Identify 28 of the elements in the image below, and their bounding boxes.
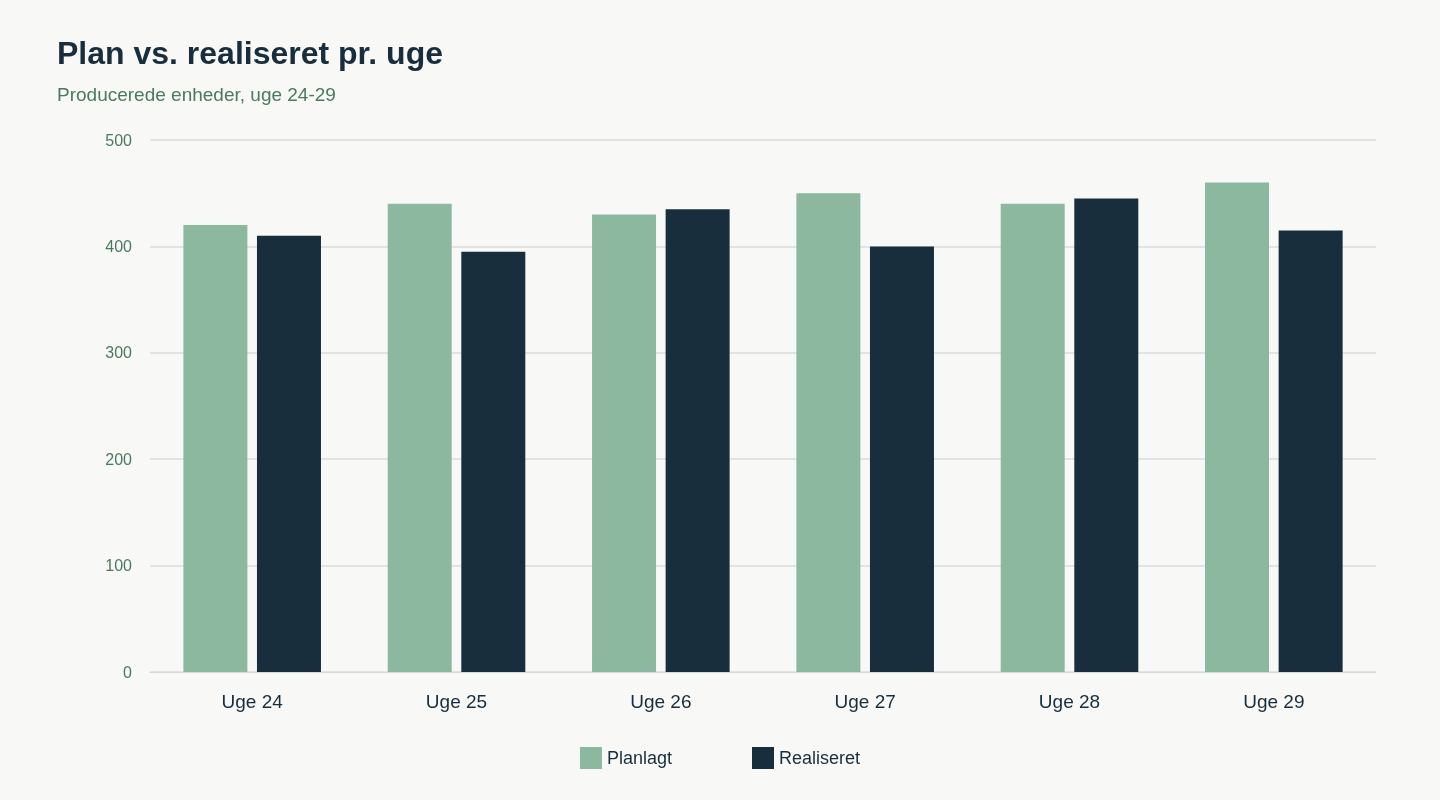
chart-subtitle: Producerede enheder, uge 24-29 bbox=[57, 84, 336, 105]
y-tick-label: 300 bbox=[105, 344, 133, 362]
bar bbox=[256, 235, 321, 672]
legend-label: Realiseret bbox=[779, 748, 861, 768]
bar bbox=[461, 251, 526, 672]
bar bbox=[796, 193, 861, 672]
y-tick-label: 400 bbox=[105, 237, 133, 255]
chart-title: Plan vs. realiseret pr. uge bbox=[57, 35, 443, 71]
legend-label: Planlagt bbox=[606, 748, 673, 768]
bar bbox=[183, 225, 248, 672]
y-tick-label: 500 bbox=[105, 131, 133, 149]
bar bbox=[1000, 203, 1065, 672]
bar bbox=[1278, 230, 1343, 672]
bar bbox=[1205, 182, 1270, 672]
x-tick-label: Uge 27 bbox=[834, 691, 896, 712]
y-tick-label: 0 bbox=[123, 663, 133, 681]
y-tick-label: 200 bbox=[105, 450, 133, 468]
bar bbox=[387, 203, 452, 672]
x-tick-label: Uge 26 bbox=[630, 691, 692, 712]
bar bbox=[665, 209, 730, 672]
x-tick-label: Uge 25 bbox=[425, 691, 488, 712]
bar bbox=[592, 214, 657, 672]
y-tick-label: 100 bbox=[105, 557, 133, 575]
bar bbox=[869, 246, 934, 672]
x-tick-label: Uge 24 bbox=[221, 691, 284, 712]
x-tick-label: Uge 28 bbox=[1038, 691, 1101, 712]
bar bbox=[1074, 198, 1139, 672]
x-tick-label: Uge 29 bbox=[1243, 691, 1305, 712]
